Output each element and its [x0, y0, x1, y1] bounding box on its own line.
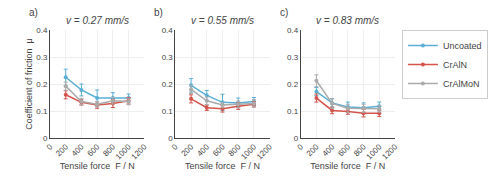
svg-text:b): b) — [154, 7, 163, 18]
svg-text:1200: 1200 — [380, 142, 399, 161]
svg-text:0: 0 — [168, 134, 173, 143]
svg-text:400: 400 — [321, 142, 337, 158]
svg-text:0.2: 0.2 — [162, 80, 174, 89]
svg-text:600: 600 — [211, 142, 227, 158]
svg-text:v = 0.83 mm/s: v = 0.83 mm/s — [316, 15, 379, 26]
svg-text:0.4: 0.4 — [36, 26, 48, 35]
svg-text:600: 600 — [86, 142, 102, 158]
svg-text:Tensile force F / N: Tensile force F / N — [185, 161, 260, 171]
svg-text:0.3: 0.3 — [162, 53, 174, 62]
svg-text:Coefficient of friction μ: Coefficient of friction μ — [24, 38, 34, 130]
svg-text:800: 800 — [101, 142, 117, 158]
svg-text:0: 0 — [43, 134, 48, 143]
svg-text:0.3: 0.3 — [287, 53, 299, 62]
svg-text:CrAlN: CrAlN — [443, 60, 467, 70]
svg-text:1000: 1000 — [239, 142, 258, 161]
svg-text:0.2: 0.2 — [36, 80, 48, 89]
svg-text:0.4: 0.4 — [162, 26, 174, 35]
svg-text:200: 200 — [305, 142, 321, 158]
svg-text:0: 0 — [170, 142, 180, 152]
svg-text:a): a) — [29, 7, 38, 18]
svg-text:400: 400 — [195, 142, 211, 158]
svg-text:CrAlMoN: CrAlMoN — [443, 79, 480, 89]
svg-text:1200: 1200 — [130, 142, 149, 161]
svg-text:c): c) — [280, 7, 288, 18]
svg-text:v = 0.27 mm/s: v = 0.27 mm/s — [66, 15, 129, 26]
svg-text:1200: 1200 — [255, 142, 274, 161]
svg-text:1000: 1000 — [114, 142, 133, 161]
svg-text:0.1: 0.1 — [162, 107, 174, 116]
svg-text:Tensile force F / N: Tensile force F / N — [310, 161, 385, 171]
svg-text:200: 200 — [180, 142, 196, 158]
svg-text:200: 200 — [54, 142, 70, 158]
svg-text:800: 800 — [227, 142, 243, 158]
svg-text:0.3: 0.3 — [36, 53, 48, 62]
svg-text:v = 0.55 mm/s: v = 0.55 mm/s — [191, 15, 254, 26]
svg-text:0: 0 — [45, 142, 55, 152]
svg-text:0.1: 0.1 — [287, 107, 299, 116]
svg-text:600: 600 — [336, 142, 352, 158]
svg-text:Tensile force F / N: Tensile force F / N — [60, 161, 135, 171]
svg-text:0.1: 0.1 — [36, 107, 48, 116]
svg-text:0: 0 — [295, 142, 305, 152]
svg-text:Uncoated: Uncoated — [443, 41, 482, 51]
svg-text:800: 800 — [352, 142, 368, 158]
svg-text:1000: 1000 — [365, 142, 384, 161]
svg-text:0.2: 0.2 — [287, 80, 299, 89]
svg-text:400: 400 — [70, 142, 86, 158]
svg-text:0.4: 0.4 — [287, 26, 299, 35]
svg-text:0: 0 — [294, 134, 299, 143]
